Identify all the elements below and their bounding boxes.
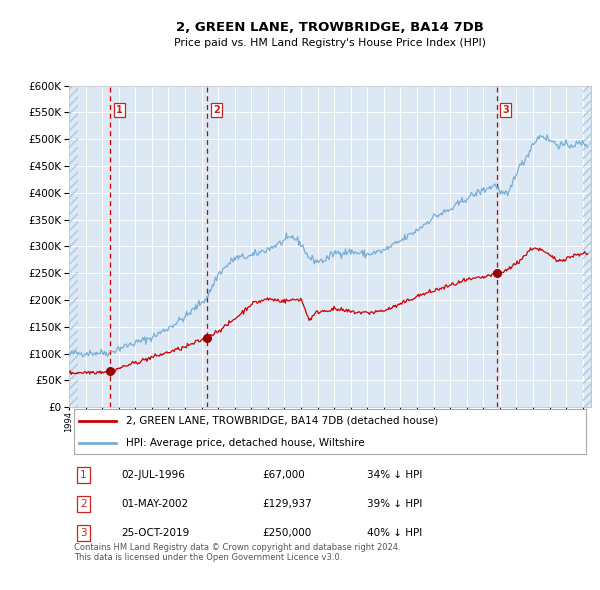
- Text: £67,000: £67,000: [262, 470, 305, 480]
- Text: 3: 3: [80, 528, 87, 538]
- Text: Contains HM Land Registry data © Crown copyright and database right 2024.
This d: Contains HM Land Registry data © Crown c…: [74, 543, 401, 562]
- Text: 01-MAY-2002: 01-MAY-2002: [121, 499, 188, 509]
- FancyBboxPatch shape: [74, 409, 586, 454]
- Text: 2, GREEN LANE, TROWBRIDGE, BA14 7DB (detached house): 2, GREEN LANE, TROWBRIDGE, BA14 7DB (det…: [127, 415, 439, 425]
- Bar: [69, 86, 78, 407]
- Text: 25-OCT-2019: 25-OCT-2019: [121, 528, 190, 538]
- Text: HPI: Average price, detached house, Wiltshire: HPI: Average price, detached house, Wilt…: [127, 438, 365, 448]
- Text: £250,000: £250,000: [262, 528, 311, 538]
- Text: 34% ↓ HPI: 34% ↓ HPI: [367, 470, 422, 480]
- Text: £129,937: £129,937: [262, 499, 312, 509]
- Text: 40% ↓ HPI: 40% ↓ HPI: [367, 528, 422, 538]
- Text: 1: 1: [116, 104, 123, 114]
- Text: Price paid vs. HM Land Registry's House Price Index (HPI): Price paid vs. HM Land Registry's House …: [174, 38, 486, 48]
- Text: 39% ↓ HPI: 39% ↓ HPI: [367, 499, 422, 509]
- Text: 1: 1: [80, 470, 87, 480]
- Text: 02-JUL-1996: 02-JUL-1996: [121, 470, 185, 480]
- Text: 2: 2: [213, 104, 220, 114]
- Text: 3: 3: [502, 104, 509, 114]
- Bar: [583, 86, 591, 407]
- Text: 2: 2: [80, 499, 87, 509]
- Text: 2, GREEN LANE, TROWBRIDGE, BA14 7DB: 2, GREEN LANE, TROWBRIDGE, BA14 7DB: [176, 21, 484, 34]
